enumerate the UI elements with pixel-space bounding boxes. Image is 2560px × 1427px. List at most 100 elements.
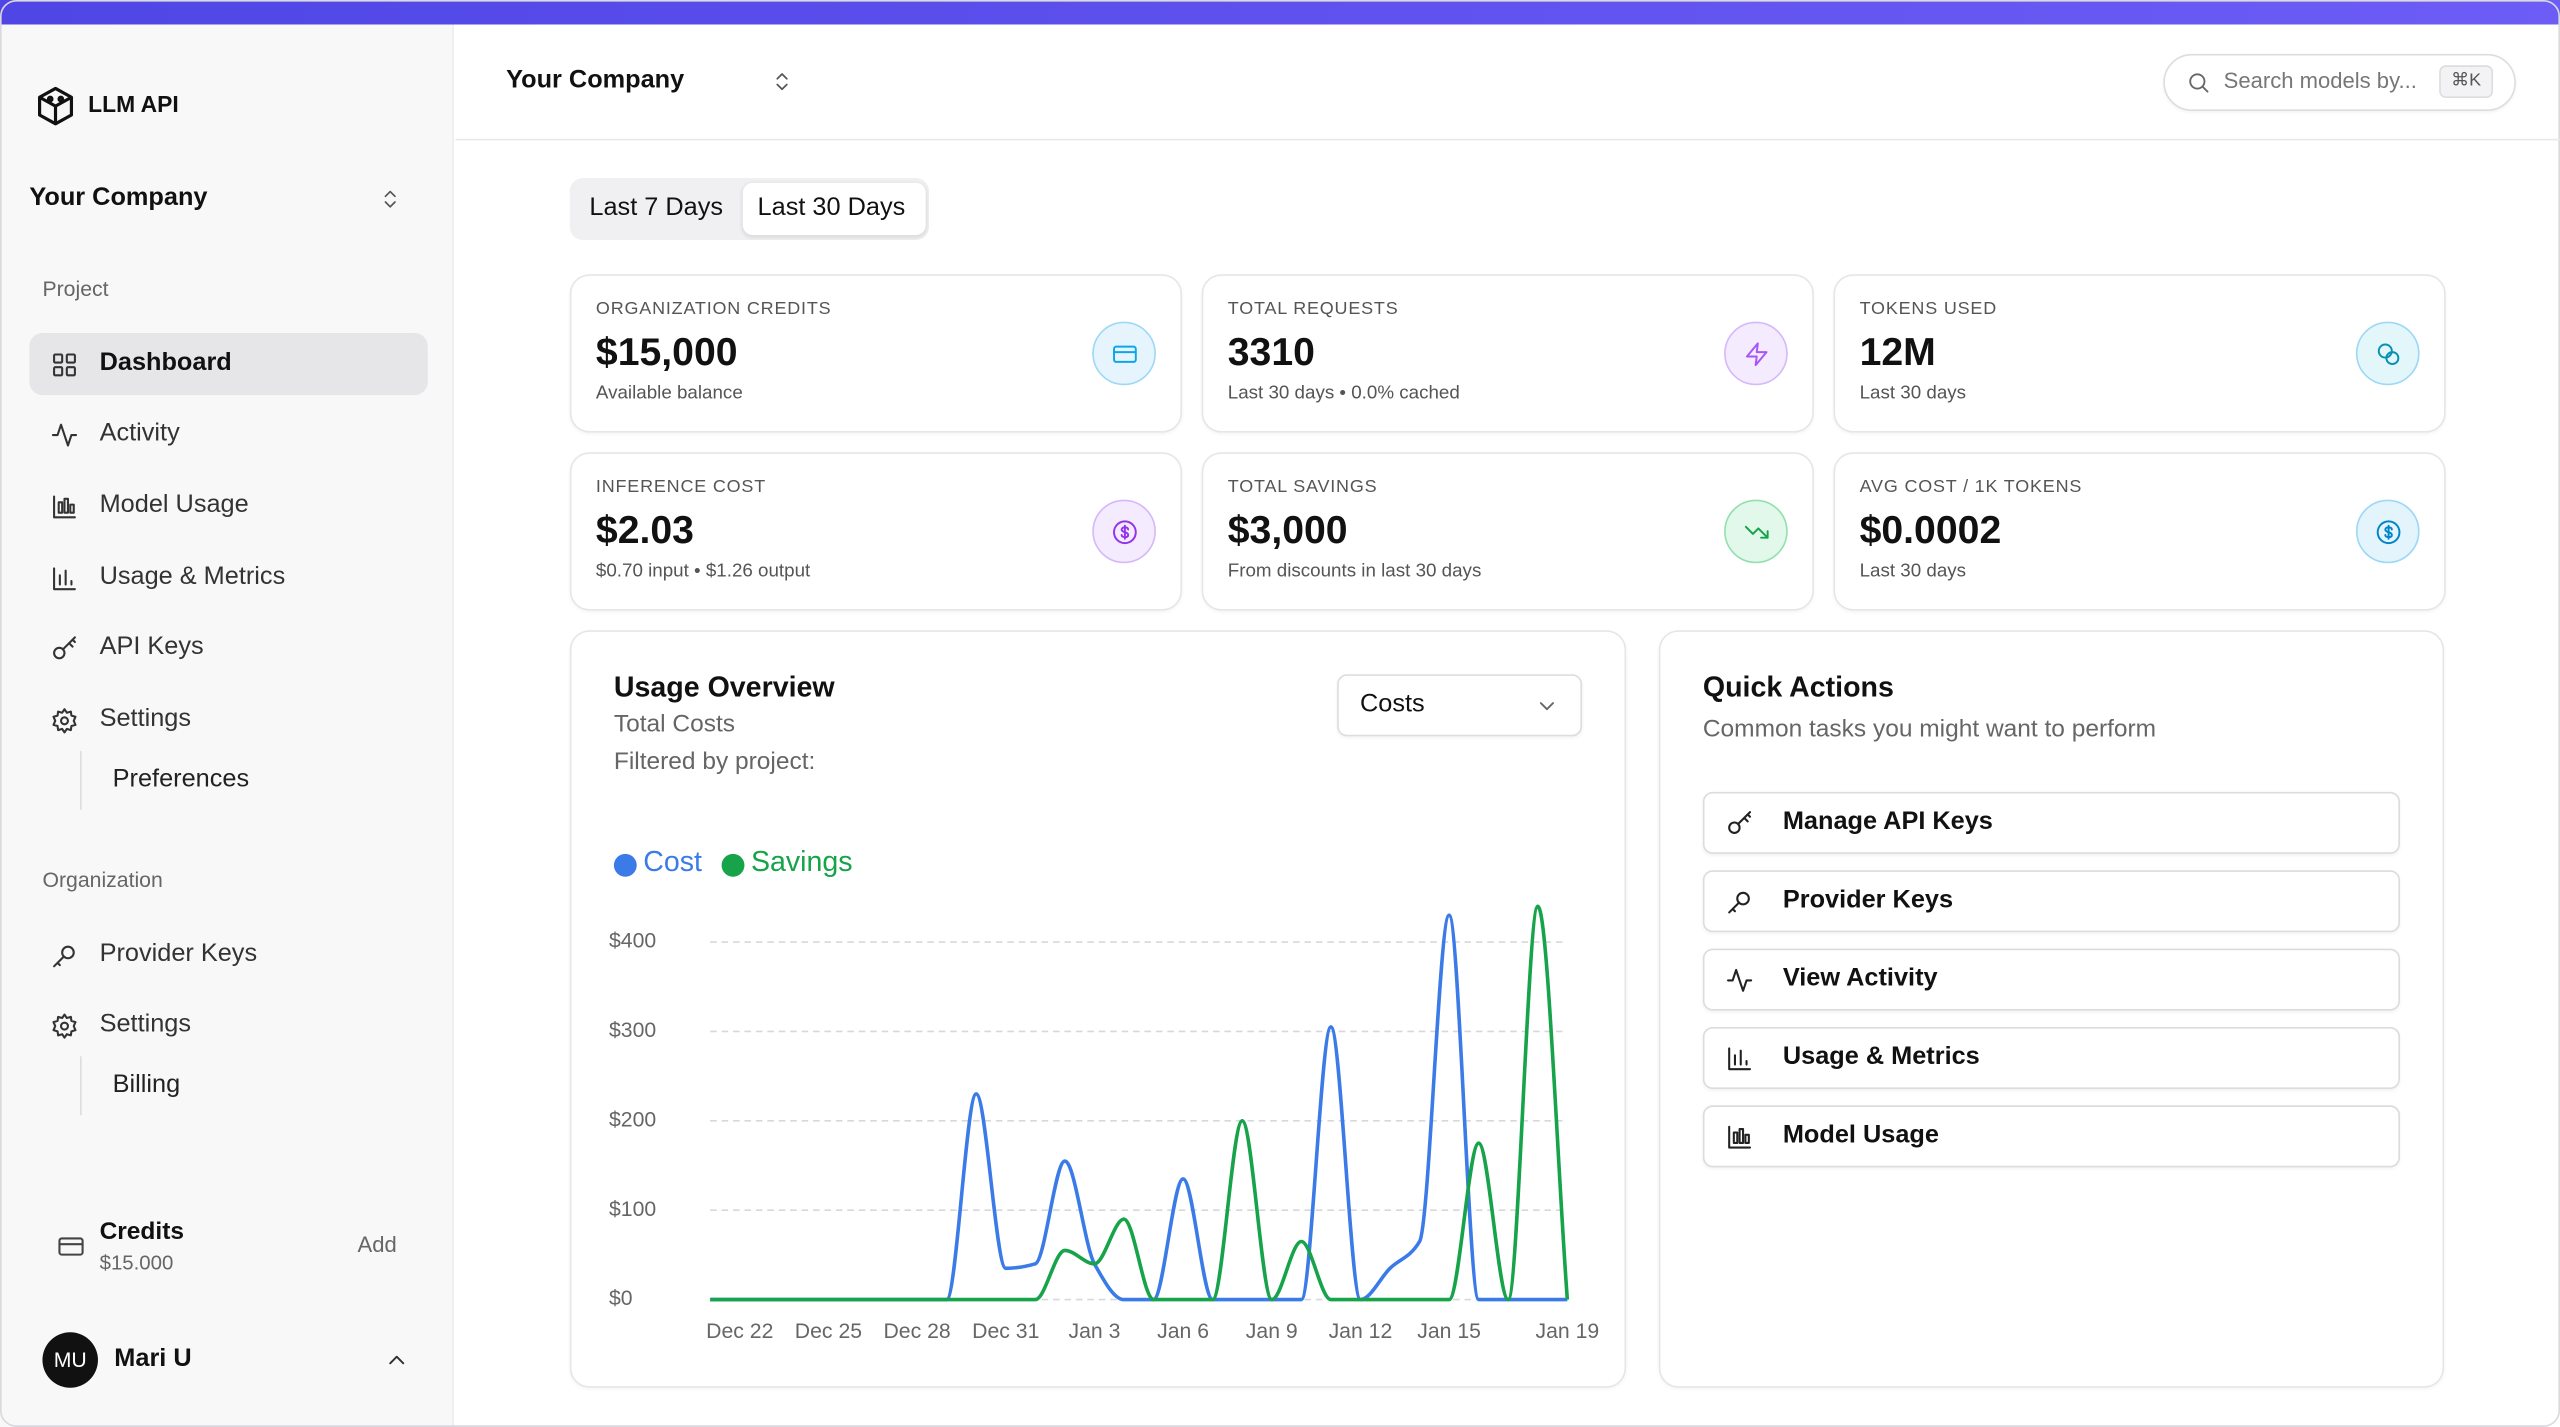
stat-icon — [2375, 340, 2401, 366]
y-tick-label: $400 — [609, 930, 656, 953]
sub-line — [80, 751, 82, 810]
x-tick-label: Dec 22 — [706, 1320, 773, 1343]
credits-amount: $15.000 — [100, 1251, 174, 1275]
stat-label: TOTAL SAVINGS — [1228, 477, 1378, 499]
nav-item[interactable]: Usage & Metrics — [100, 563, 286, 593]
y-tick-label: $0 — [609, 1287, 633, 1310]
nav-icon[interactable] — [50, 564, 78, 592]
action-icon — [1725, 887, 1753, 915]
search-icon — [2185, 69, 2209, 93]
nav-icon[interactable] — [50, 706, 78, 734]
company-chevrons[interactable] — [379, 188, 402, 211]
action-label[interactable]: Model Usage — [1783, 1121, 1939, 1151]
action-icon — [1725, 1044, 1753, 1072]
stat-value: $0.0002 — [1860, 509, 2002, 556]
stat-note: Last 30 days — [1860, 562, 1966, 585]
legend-label: Cost — [643, 846, 702, 878]
x-tick-label: Jan 15 — [1417, 1320, 1481, 1343]
nav-sub-item[interactable]: Billing — [113, 1071, 181, 1101]
header-chevrons[interactable] — [771, 70, 794, 93]
quick-actions-subtitle: Common tasks you might want to perform — [1703, 715, 2156, 744]
stat-note: Last 30 days — [1860, 384, 1966, 407]
action-label[interactable]: Provider Keys — [1783, 886, 1953, 916]
section-heading: Project — [42, 276, 108, 301]
y-tick-label: $100 — [609, 1198, 656, 1221]
stat-label: AVG COST / 1K TOKENS — [1860, 477, 2083, 499]
legend-swatch — [614, 854, 637, 877]
stat-value: $2.03 — [596, 509, 694, 556]
action-icon — [1725, 1122, 1753, 1150]
x-tick-label: Jan 12 — [1329, 1320, 1393, 1343]
action-label[interactable]: View Activity — [1783, 964, 1938, 994]
stat-value: $15,000 — [596, 331, 738, 378]
chart: $0 $100 $200 $300 $400 Dec 22 Dec 25 Dec 28 Dec … — [570, 630, 1626, 1388]
nav-item[interactable]: API Keys — [100, 633, 204, 663]
stat-value: $3,000 — [1228, 509, 1348, 556]
stat-icon — [1743, 518, 1769, 544]
stat-note: Last 30 days • 0.0% cached — [1228, 384, 1460, 407]
stat-icon — [2375, 518, 2401, 544]
stat-label: ORGANIZATION CREDITS — [596, 299, 832, 321]
x-tick-label: Jan 3 — [1068, 1320, 1120, 1343]
credits-add[interactable]: Add — [358, 1233, 397, 1259]
nav-icon[interactable] — [50, 1011, 78, 1039]
y-tick-label: $200 — [609, 1108, 656, 1131]
user-menu[interactable] — [384, 1347, 410, 1373]
action-label[interactable]: Manage API Keys — [1783, 808, 1993, 838]
nav-item[interactable]: Settings — [100, 1010, 191, 1040]
stat-icon — [1111, 518, 1137, 544]
x-tick-label: Dec 31 — [972, 1320, 1039, 1343]
stat-note: From discounts in last 30 days — [1228, 562, 1482, 585]
brand-logo — [34, 85, 76, 127]
x-tick-label: Dec 28 — [883, 1320, 950, 1343]
user-name[interactable]: Mari U — [114, 1345, 191, 1375]
action-label[interactable]: Usage & Metrics — [1783, 1043, 1980, 1073]
nav-item[interactable]: Settings — [100, 705, 191, 735]
top-accent — [0, 0, 2560, 24]
company-switch[interactable]: Your Company — [29, 184, 207, 214]
brand-name: LLM API — [88, 91, 179, 118]
sub-line — [80, 1056, 82, 1115]
nav-item[interactable]: Provider Keys — [100, 940, 258, 970]
nav-item[interactable]: Activity — [100, 419, 180, 449]
quick-actions-title: Quick Actions — [1703, 670, 1894, 704]
nav-icon[interactable] — [50, 492, 78, 520]
legend-swatch — [722, 854, 745, 877]
header-divider — [456, 139, 2560, 141]
series-line — [710, 906, 1567, 1299]
nav-icon[interactable] — [50, 941, 78, 969]
header-company[interactable]: Your Company — [506, 66, 684, 96]
action-icon — [1725, 809, 1753, 837]
nav-item[interactable]: Dashboard — [100, 349, 232, 379]
avatar-initials: MU — [42, 1347, 98, 1372]
legend-label: Savings — [751, 846, 853, 878]
section-heading: Organization — [42, 867, 162, 892]
nav-icon[interactable] — [50, 634, 78, 662]
y-tick-label: $300 — [609, 1019, 656, 1042]
stat-label: INFERENCE COST — [596, 477, 766, 499]
stat-icon — [1743, 340, 1769, 366]
x-tick-label: Dec 25 — [795, 1320, 862, 1343]
stat-note: Available balance — [596, 384, 743, 407]
series-line — [710, 915, 1567, 1299]
x-tick-label: Jan 9 — [1246, 1320, 1298, 1343]
credits-icon — [56, 1232, 84, 1260]
stat-label: TOTAL REQUESTS — [1228, 299, 1399, 321]
stat-note: $0.70 input • $1.26 output — [596, 562, 810, 585]
stat-icon — [1111, 340, 1137, 366]
nav-item[interactable]: Model Usage — [100, 491, 249, 521]
stat-label: TOKENS USED — [1860, 299, 1997, 321]
tab[interactable]: Last 30 Days — [758, 194, 906, 224]
tab[interactable]: Last 7 Days — [589, 194, 723, 224]
search-placeholder: Search models by... — [2224, 68, 2417, 94]
nav-sub-item[interactable]: Preferences — [113, 765, 249, 795]
nav-icon[interactable] — [50, 350, 78, 378]
credits-label: Credits — [100, 1218, 184, 1247]
kbd-text: ⌘K — [2439, 71, 2493, 93]
x-tick-label: Jan 19 — [1535, 1320, 1599, 1343]
x-tick-label: Jan 6 — [1157, 1320, 1209, 1343]
stat-value: 3310 — [1228, 331, 1315, 378]
nav-icon[interactable] — [50, 420, 78, 448]
stat-value: 12M — [1860, 331, 1936, 378]
